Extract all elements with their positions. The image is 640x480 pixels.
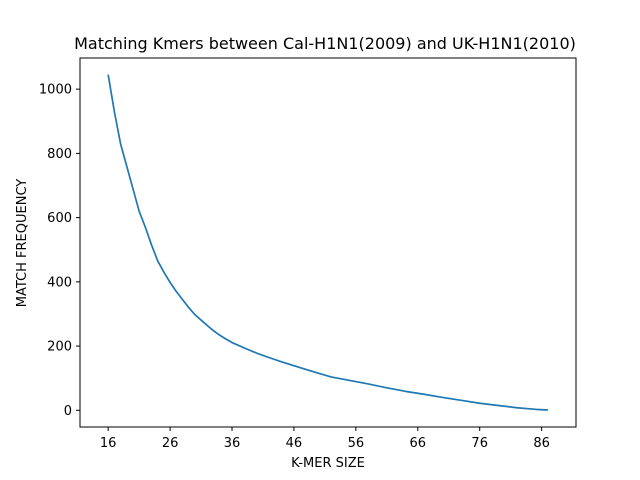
y-tick-label: 1000 xyxy=(39,83,72,98)
y-tick-label: 200 xyxy=(47,340,72,355)
x-tick-label: 26 xyxy=(162,436,179,451)
x-tick-label: 66 xyxy=(410,436,427,451)
x-tick-label: 76 xyxy=(471,436,488,451)
y-tick-label: 400 xyxy=(47,275,72,290)
y-tick-label: 0 xyxy=(64,404,72,419)
y-axis: 0 200 400 600 800 1000 xyxy=(39,83,80,419)
x-tick-label: 16 xyxy=(100,436,117,451)
plot-area: 16 26 36 46 56 66 76 86 0 200 400 600 800 1000 xyxy=(39,57,577,451)
x-tick-label: 36 xyxy=(224,436,241,451)
x-tick-label: 86 xyxy=(533,436,550,451)
series-line-matches xyxy=(107,74,548,411)
x-axis-label: K-MER SIZE xyxy=(291,456,365,471)
plot-frame xyxy=(79,57,577,428)
x-tick-label: 46 xyxy=(286,436,303,451)
y-tick-label: 800 xyxy=(47,147,72,162)
x-axis: 16 26 36 46 56 66 76 86 xyxy=(100,427,550,451)
chart-title: Matching Kmers between Cal-H1N1(2009) an… xyxy=(74,34,576,53)
x-tick-label: 56 xyxy=(348,436,365,451)
y-axis-label: MATCH FREQUENCY xyxy=(15,179,30,308)
y-tick-label: 600 xyxy=(47,211,72,226)
